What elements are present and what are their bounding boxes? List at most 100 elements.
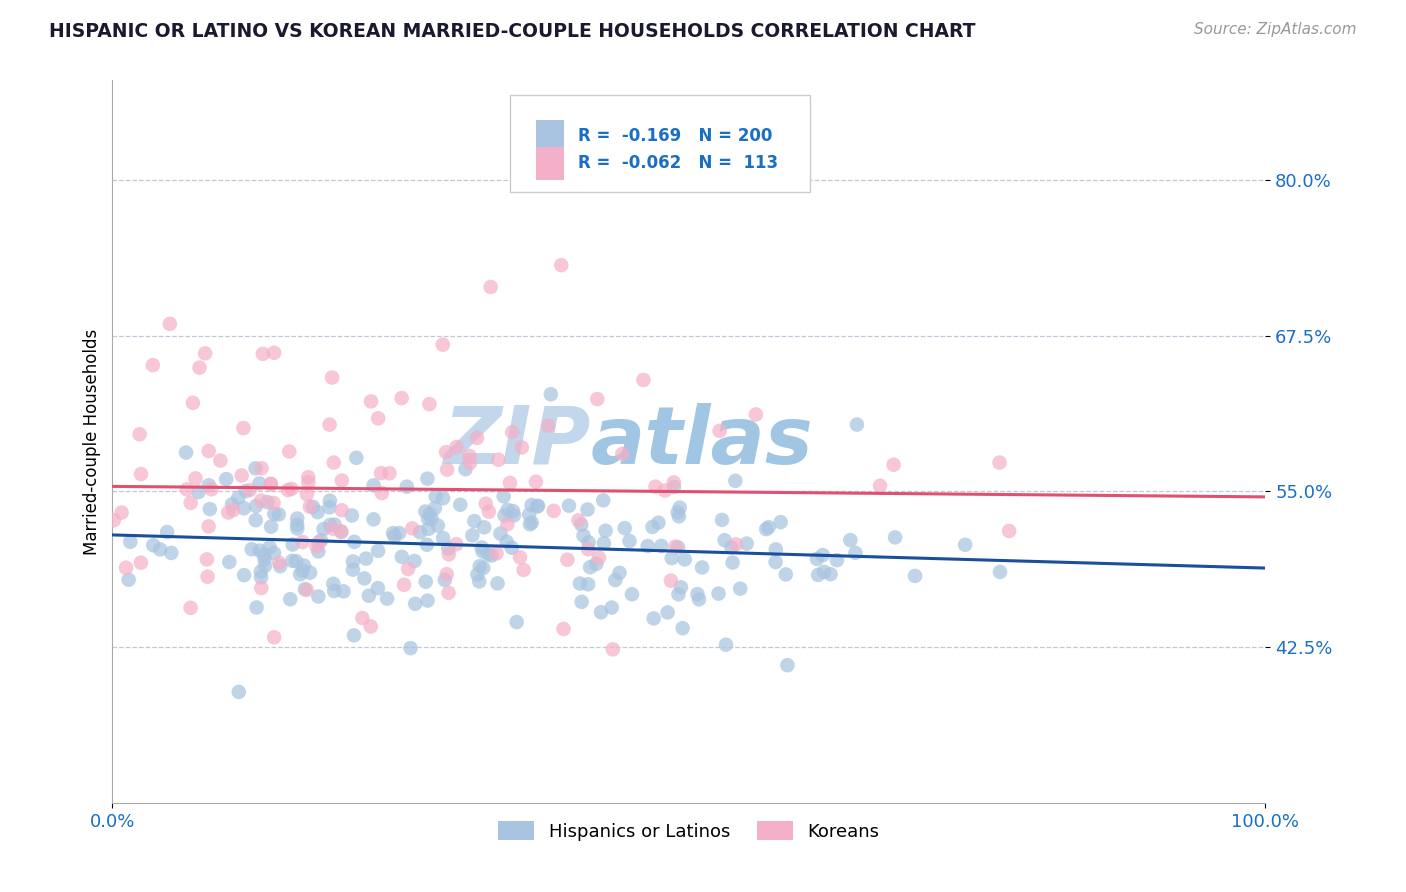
Point <box>197 570 219 584</box>
Point <box>904 569 927 583</box>
Point <box>527 499 550 513</box>
Point <box>388 526 411 541</box>
Point <box>367 411 389 425</box>
Point <box>728 582 751 596</box>
Point <box>432 531 454 545</box>
Point <box>384 529 406 543</box>
Point <box>294 582 316 596</box>
Point <box>250 581 273 595</box>
Point <box>418 397 440 411</box>
Point <box>245 513 267 527</box>
Point <box>524 475 547 489</box>
Point <box>592 536 614 550</box>
Point <box>110 506 132 520</box>
Point <box>520 516 543 530</box>
Point <box>228 685 250 699</box>
Point <box>775 567 797 582</box>
Point <box>263 346 285 360</box>
Point <box>404 554 426 568</box>
Text: HISPANIC OR LATINO VS KOREAN MARRIED-COUPLE HOUSEHOLDS CORRELATION CHART: HISPANIC OR LATINO VS KOREAN MARRIED-COU… <box>49 22 976 41</box>
Point <box>425 489 447 503</box>
Point <box>557 552 579 566</box>
Point <box>115 560 138 574</box>
Point <box>509 550 531 565</box>
Point <box>568 576 591 591</box>
Point <box>478 505 501 519</box>
Point <box>446 440 468 454</box>
Point <box>569 517 592 532</box>
Point <box>391 391 413 405</box>
Point <box>471 544 494 558</box>
Point <box>686 587 709 601</box>
Point <box>571 595 593 609</box>
Point <box>285 554 308 568</box>
Point <box>776 658 799 673</box>
Point <box>576 577 599 591</box>
Point <box>129 556 152 570</box>
Point <box>249 543 271 558</box>
Point <box>619 533 641 548</box>
Point <box>461 528 484 542</box>
Point <box>540 387 562 401</box>
Point <box>312 522 335 536</box>
Point <box>342 554 364 568</box>
Point <box>354 551 377 566</box>
Point <box>309 533 332 548</box>
Point <box>496 503 519 517</box>
Point <box>709 424 731 438</box>
Point <box>633 373 655 387</box>
Point <box>382 526 405 541</box>
Point <box>420 511 443 525</box>
Point <box>159 317 181 331</box>
Point <box>436 463 458 477</box>
Point <box>295 487 318 501</box>
Point <box>721 556 744 570</box>
Point <box>449 498 471 512</box>
Point <box>180 496 202 510</box>
Point <box>765 555 787 569</box>
Point <box>668 500 690 515</box>
Point <box>550 258 572 272</box>
Point <box>129 467 152 481</box>
Text: Source: ZipAtlas.com: Source: ZipAtlas.com <box>1194 22 1357 37</box>
Point <box>724 537 747 551</box>
Point <box>181 396 204 410</box>
Point <box>260 519 283 533</box>
Point <box>249 565 271 579</box>
Point <box>260 477 283 491</box>
Point <box>418 512 440 526</box>
Point <box>222 503 245 517</box>
Point <box>839 533 862 547</box>
Point <box>281 537 304 551</box>
Point <box>666 506 689 520</box>
Point <box>720 541 742 555</box>
Point <box>600 600 623 615</box>
FancyBboxPatch shape <box>510 95 810 193</box>
Point <box>662 480 685 494</box>
Point <box>128 427 150 442</box>
Point <box>463 514 485 528</box>
Point <box>322 576 344 591</box>
Point <box>755 522 778 536</box>
Point <box>643 611 665 625</box>
Point <box>567 513 589 527</box>
Point <box>357 589 380 603</box>
Point <box>436 567 458 582</box>
Point <box>713 533 735 548</box>
Point <box>526 500 548 514</box>
Point <box>252 347 274 361</box>
Point <box>437 586 460 600</box>
Point <box>378 467 401 481</box>
Point <box>537 418 560 433</box>
Point <box>558 499 581 513</box>
Point <box>240 542 263 557</box>
Point <box>647 516 669 530</box>
Point <box>433 573 456 587</box>
Point <box>120 534 142 549</box>
Point <box>297 475 319 490</box>
Point <box>690 560 713 574</box>
Point <box>103 513 125 527</box>
Point <box>806 552 828 566</box>
Point <box>486 576 509 591</box>
Point <box>474 497 496 511</box>
